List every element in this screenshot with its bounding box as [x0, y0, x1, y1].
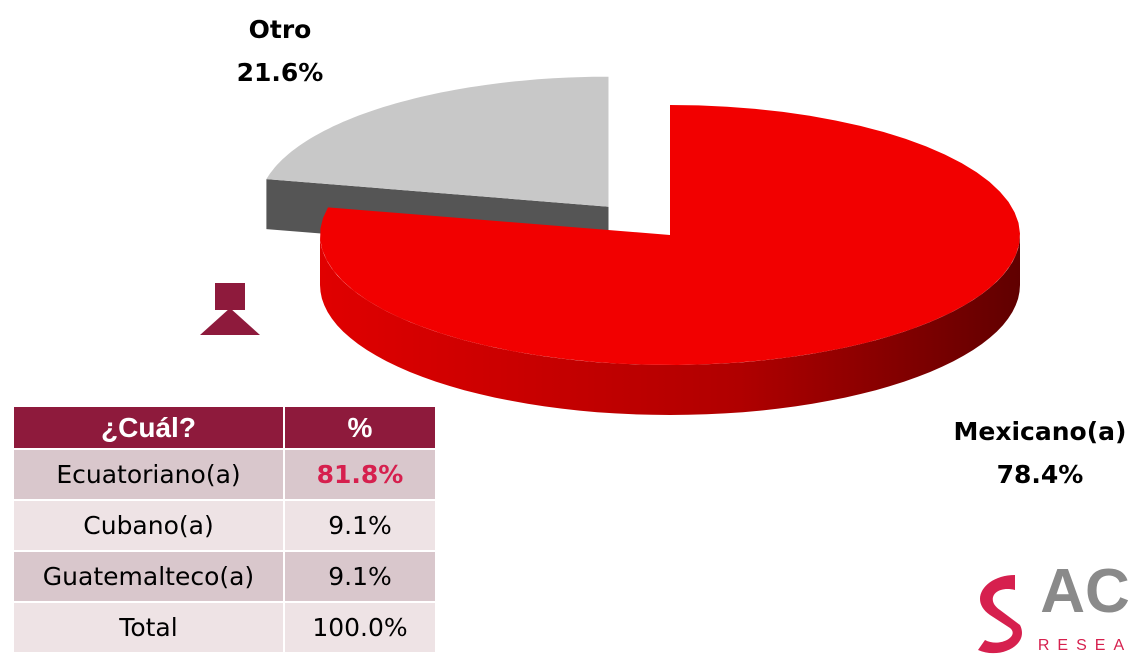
logo-text: AC [1040, 557, 1130, 626]
cell: 81.8% [283, 448, 437, 501]
cell: Cubano(a) [12, 499, 285, 552]
arrow [200, 308, 260, 335]
slice-label: Mexicano(a) [954, 417, 1127, 446]
cell: 9.1% [283, 550, 437, 603]
logo-subtext: RESEA [1038, 637, 1132, 654]
slice [266, 76, 609, 207]
table: ¿Cuál?% Ecuatoriano(a) 81.8% Cubano(a) 9.1… [12, 405, 437, 654]
slice-value-label: 78.4% [997, 460, 1084, 489]
cell: Total [12, 601, 285, 654]
cell: 9.1% [283, 499, 437, 552]
slice-value-label: 21.6% [237, 58, 324, 87]
cell: 100.0% [283, 601, 437, 654]
cell: Ecuatoriano(a) [12, 448, 285, 501]
slice-label: Otro [249, 15, 312, 44]
logo-mark [978, 575, 1022, 654]
slice [320, 105, 1020, 365]
cell: Guatemalteco(a) [12, 550, 285, 603]
arrow [215, 283, 245, 310]
header-cell: ¿Cuál? [12, 405, 285, 450]
header-cell: % [283, 405, 437, 450]
slice-side [320, 235, 1020, 415]
